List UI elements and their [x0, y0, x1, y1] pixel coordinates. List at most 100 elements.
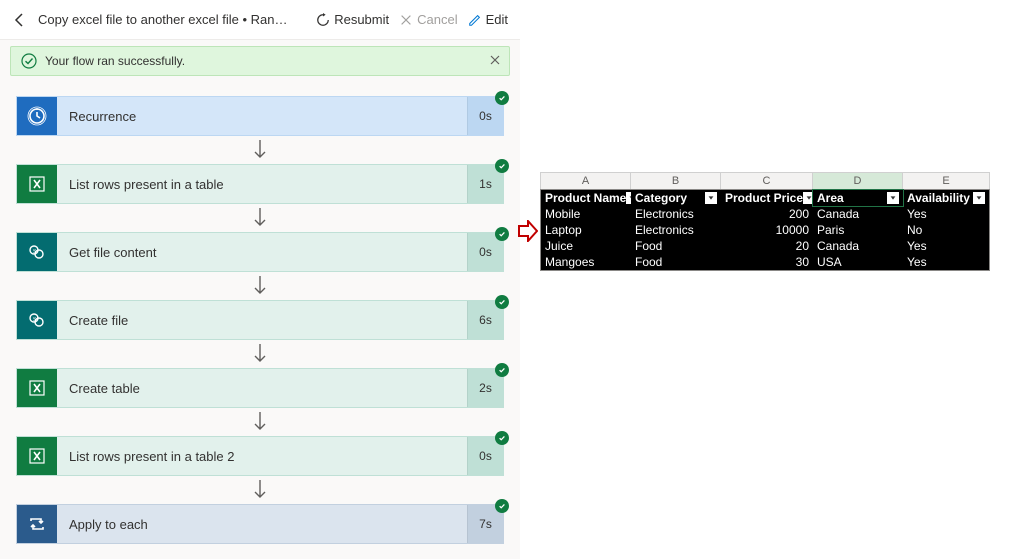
header-label: Category — [635, 191, 687, 205]
edit-label: Edit — [486, 12, 508, 27]
sp-icon: S — [17, 233, 57, 271]
svg-text:S: S — [33, 317, 36, 323]
edit-button[interactable]: Edit — [468, 12, 508, 27]
header-label: Area — [817, 191, 844, 205]
step-label: Apply to each — [57, 505, 467, 543]
pencil-icon — [468, 13, 482, 27]
success-banner: Your flow ran successfully. — [10, 46, 510, 76]
table-cell[interactable]: Electronics — [631, 206, 721, 222]
filter-dropdown-icon[interactable] — [973, 192, 985, 204]
column-header[interactable]: Availability — [903, 190, 989, 206]
table-row: MangoesFood30USAYes — [541, 254, 989, 270]
flow-step-list-rows-1[interactable]: List rows present in a table1s — [16, 164, 504, 204]
table-cell[interactable]: Food — [631, 238, 721, 254]
success-check-icon — [495, 159, 509, 173]
table-cell[interactable]: Mobile — [541, 206, 631, 222]
arrow-down-icon — [16, 136, 504, 164]
table-cell[interactable]: Paris — [813, 222, 903, 238]
step-label: List rows present in a table 2 — [57, 437, 467, 475]
table-cell[interactable]: Canada — [813, 206, 903, 222]
column-letter-row: ABCDE — [540, 172, 990, 189]
arrow-down-icon — [16, 272, 504, 300]
table-cell[interactable]: USA — [813, 254, 903, 270]
flow-title: Copy excel file to another excel file • … — [38, 12, 288, 27]
cancel-label: Cancel — [417, 12, 457, 27]
step-label: Create table — [57, 369, 467, 407]
table-cell[interactable]: 30 — [721, 254, 813, 270]
banner-message: Your flow ran successfully. — [45, 54, 185, 68]
success-check-icon — [495, 499, 509, 513]
header-label: Availability — [907, 191, 970, 205]
success-check-icon — [495, 91, 509, 105]
column-header[interactable]: Area — [813, 190, 903, 206]
arrow-down-icon — [16, 476, 504, 504]
header-label: Product Name — [545, 191, 626, 205]
resubmit-label: Resubmit — [334, 12, 389, 27]
flow-step-list-rows-2[interactable]: List rows present in a table 20s — [16, 436, 504, 476]
filter-dropdown-icon[interactable] — [803, 192, 813, 204]
success-check-icon — [495, 363, 509, 377]
arrow-down-icon — [16, 340, 504, 368]
excel-icon — [17, 369, 57, 407]
sp-icon: S — [17, 301, 57, 339]
svg-text:S: S — [33, 249, 36, 255]
back-button[interactable] — [12, 12, 28, 28]
loop-icon — [17, 505, 57, 543]
check-circle-icon — [21, 53, 37, 69]
table-cell[interactable]: Yes — [903, 238, 989, 254]
filter-dropdown-icon[interactable] — [887, 192, 899, 204]
flow-step-recurrence[interactable]: Recurrence0s — [16, 96, 504, 136]
excel-preview: ABCDE Product Name Category Product Price A… — [540, 172, 990, 271]
flow-step-get-file[interactable]: SGet file content0s — [16, 232, 504, 272]
header-row: Product Name Category Product Price Area Ava… — [541, 190, 989, 206]
flow-canvas: Recurrence0s List rows present in a table… — [0, 82, 520, 544]
success-check-icon — [495, 295, 509, 309]
table-cell[interactable]: 20 — [721, 238, 813, 254]
arrow-down-icon — [16, 204, 504, 232]
arrow-down-icon — [16, 408, 504, 436]
table-row: MobileElectronics200CanadaYes — [541, 206, 989, 222]
excel-grid: Product Name Category Product Price Area Ava… — [540, 189, 990, 271]
column-letter[interactable]: B — [631, 173, 721, 189]
table-cell[interactable]: Electronics — [631, 222, 721, 238]
banner-close-button[interactable] — [489, 54, 501, 69]
column-letter[interactable]: A — [541, 173, 631, 189]
column-letter[interactable]: E — [903, 173, 989, 189]
table-cell[interactable]: Yes — [903, 206, 989, 222]
column-header[interactable]: Category — [631, 190, 721, 206]
table-cell[interactable]: 200 — [721, 206, 813, 222]
table-cell[interactable]: Juice — [541, 238, 631, 254]
column-letter[interactable]: C — [721, 173, 813, 189]
table-cell[interactable]: Food — [631, 254, 721, 270]
cancel-button: Cancel — [399, 12, 457, 27]
toolbar: Copy excel file to another excel file • … — [0, 0, 520, 40]
column-header[interactable]: Product Price — [721, 190, 813, 206]
table-cell[interactable]: No — [903, 222, 989, 238]
step-label: Get file content — [57, 233, 467, 271]
column-header[interactable]: Product Name — [541, 190, 631, 206]
cancel-icon — [399, 13, 413, 27]
flow-step-create-table[interactable]: Create table2s — [16, 368, 504, 408]
table-cell[interactable]: Canada — [813, 238, 903, 254]
table-row: JuiceFood20CanadaYes — [541, 238, 989, 254]
header-label: Product Price — [725, 191, 803, 205]
excel-icon — [17, 165, 57, 203]
table-cell[interactable]: Mangoes — [541, 254, 631, 270]
right-pane — [520, 0, 1024, 559]
step-label: Recurrence — [57, 97, 467, 135]
table-cell[interactable]: Laptop — [541, 222, 631, 238]
flow-step-create-file[interactable]: SCreate file6s — [16, 300, 504, 340]
success-check-icon — [495, 227, 509, 241]
red-arrow-icon — [518, 220, 538, 245]
table-cell[interactable]: 10000 — [721, 222, 813, 238]
clock-icon — [17, 97, 57, 135]
filter-dropdown-icon[interactable] — [705, 192, 717, 204]
flow-step-apply[interactable]: Apply to each7s — [16, 504, 504, 544]
table-cell[interactable]: Yes — [903, 254, 989, 270]
column-letter[interactable]: D — [813, 173, 903, 189]
resubmit-button[interactable]: Resubmit — [316, 12, 389, 27]
flow-run-panel: Copy excel file to another excel file • … — [0, 0, 520, 559]
step-label: Create file — [57, 301, 467, 339]
excel-icon — [17, 437, 57, 475]
success-check-icon — [495, 431, 509, 445]
